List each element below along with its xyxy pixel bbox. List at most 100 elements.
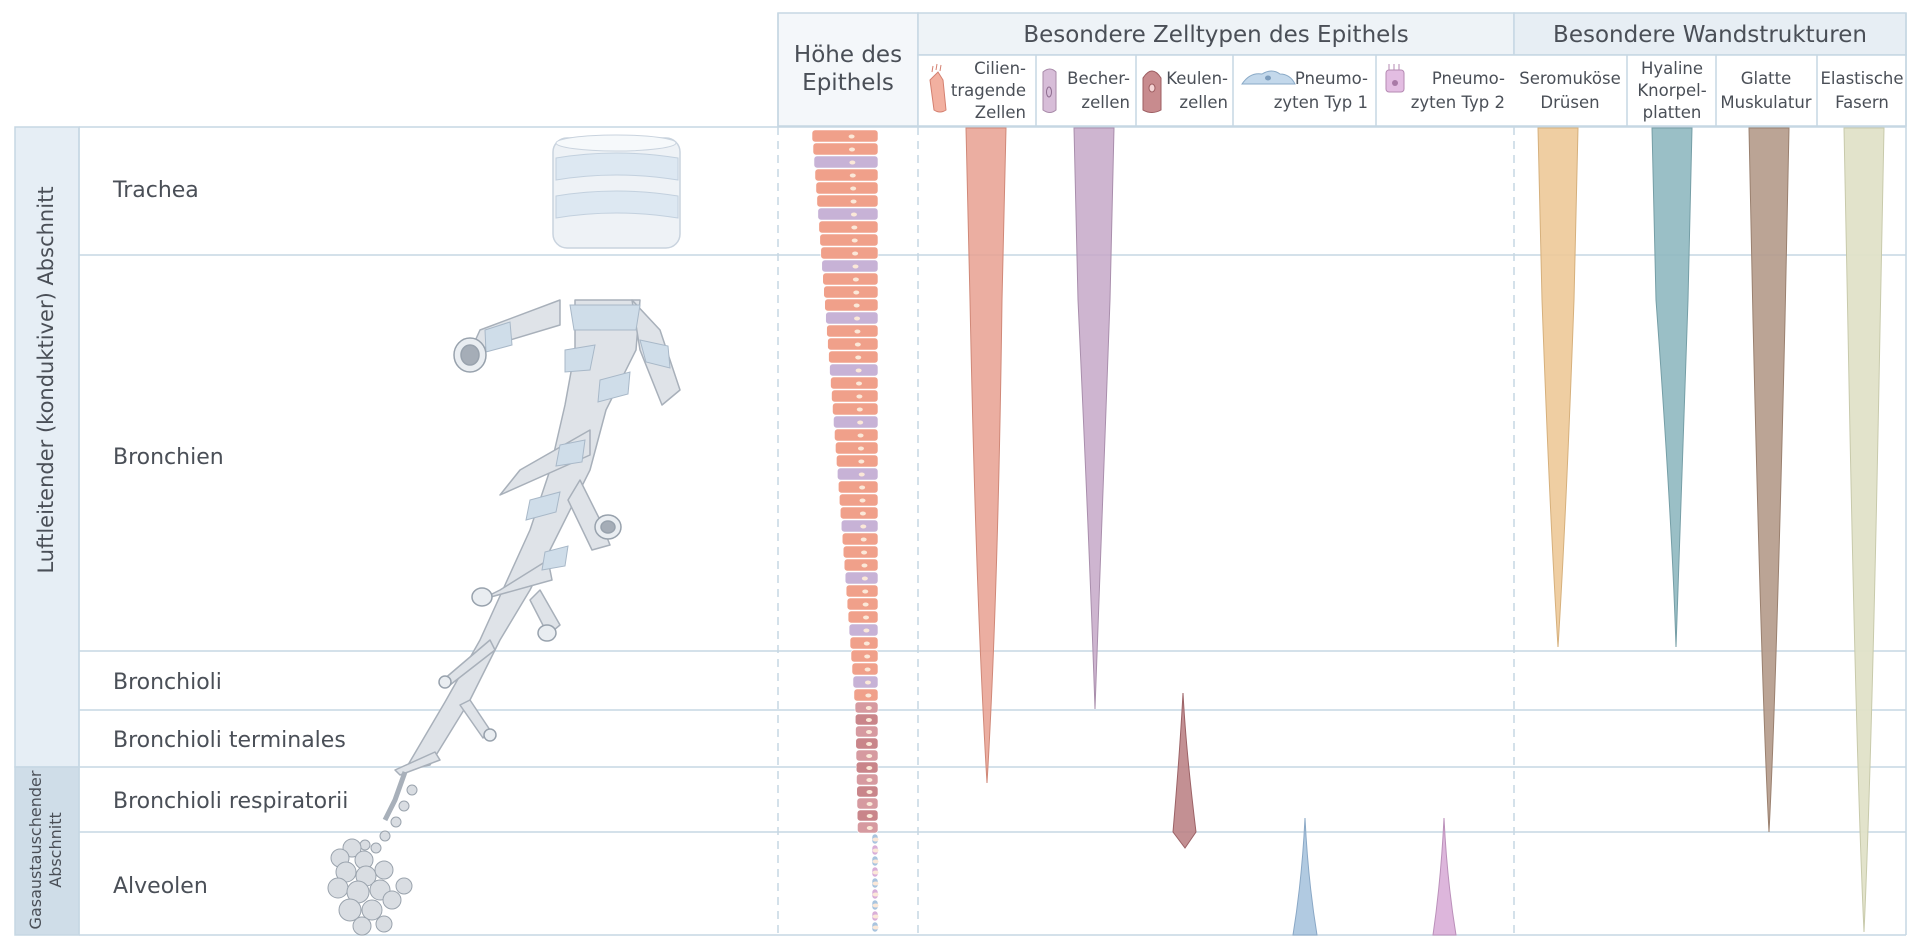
epithelium-cell: [815, 181, 879, 195]
epithelium-cell-nucleus: [860, 524, 867, 529]
epithelium-cell-nucleus: [857, 420, 864, 425]
epithelium-cell-nucleus: [866, 730, 873, 734]
epithelium-cell-nucleus: [864, 680, 871, 685]
conducting-section-label: Luftleitender (konduktiver) Abschnitt: [34, 186, 58, 573]
col-muscle-line2: Muskulatur: [1720, 93, 1811, 112]
column-icons: [929, 63, 1405, 113]
epithelium-cell-nucleus: [849, 160, 856, 165]
gas-exchange-section-label-line2: Abschnitt: [46, 812, 65, 888]
epithelium-cell-nucleus: [861, 576, 868, 581]
epithelium-cell-nucleus: [858, 459, 865, 464]
epithelium-cell-nucleus: [851, 225, 858, 230]
epithelium-cell-nucleus: [849, 173, 856, 178]
epithelium-cell-nucleus: [850, 186, 857, 191]
epithelium-cell-nucleus: [872, 870, 879, 875]
epithelium-cell-nucleus: [872, 903, 879, 908]
epithelium-cell-nucleus: [859, 511, 866, 516]
epithelium-cell: [839, 506, 879, 520]
subheader-separators: [1035, 55, 1818, 126]
row-label-bronchien: Bronchien: [113, 445, 224, 470]
col-elastic-line1: Elastische: [1820, 69, 1903, 88]
epithelium-cell: [813, 155, 879, 169]
col-elastic-line2: Fasern: [1835, 93, 1889, 112]
epithelium-cell-nucleus: [866, 778, 873, 782]
epithelium-cell: [842, 545, 879, 559]
epithelium-cell: [820, 246, 879, 260]
col-cilia-line2: tragende: [951, 81, 1026, 100]
row-label-bronchioli-respiratorii: Bronchioli respiratorii: [113, 789, 348, 814]
epithelium-cell-nucleus: [862, 602, 869, 607]
wedge-smooth-muscle: [1748, 127, 1790, 833]
epithelium-cell: [819, 233, 879, 247]
epithelium-cell: [832, 402, 879, 416]
epithelium-cell-nucleus: [865, 706, 872, 710]
bronchial-cartilage-plates: [484, 304, 671, 571]
epithelium-cell: [812, 142, 879, 156]
col-cilia-line3: Zellen: [975, 103, 1026, 122]
epithelium-cell-nucleus: [866, 766, 873, 770]
epithelium-cell: [834, 428, 879, 442]
bronchial-tree: [394, 299, 681, 776]
epithelium-height-header-line2: Epithels: [802, 70, 894, 96]
row-labels: Trachea Bronchien Bronchioli Bronchioli …: [112, 178, 348, 899]
epithelium-cell-nucleus: [857, 433, 864, 438]
epithelium-cell: [827, 337, 879, 351]
bronchus-openings: [438, 337, 622, 742]
row-label-alveolen: Alveolen: [113, 874, 208, 899]
epithelium-cell-nucleus: [866, 802, 873, 806]
cell-types-header-bg: [917, 12, 1515, 56]
col-muscle-line1: Glatte: [1741, 69, 1792, 88]
epithelium-cell: [823, 285, 879, 299]
epithelium-cell-nucleus: [872, 914, 879, 919]
epithelium-cell-nucleus: [863, 615, 870, 620]
epithelium-cell-nucleus: [866, 742, 873, 746]
epithelium-cell-nucleus: [863, 628, 870, 633]
epithelium-cell-nucleus: [852, 264, 859, 269]
epithelium-cell-nucleus: [872, 848, 879, 853]
epithelium-cell-nucleus: [856, 381, 863, 386]
col-pneumo2-line1: Pneumo-: [1432, 69, 1505, 88]
column-dividers-dashed: [777, 127, 1515, 935]
subheader-row-bg: [917, 54, 1907, 127]
epithelium-cell-nucleus: [855, 368, 862, 373]
epithelium-cell-nucleus: [865, 693, 872, 698]
epithelium-cell-nucleus: [848, 147, 855, 152]
epithelium-cell: [825, 311, 879, 325]
epithelium-cell-nucleus: [852, 251, 859, 256]
row-label-trachea: Trachea: [112, 178, 199, 203]
gas-exchange-section-bar: [14, 766, 80, 936]
epithelium-cell-nucleus: [863, 641, 870, 646]
epithelium-cell: [838, 493, 879, 507]
epithelium-cell-nucleus: [866, 814, 873, 818]
column-labels: Cilien- tragende Zellen Becher- zellen K…: [951, 59, 1904, 122]
epithelium-cell-nucleus: [866, 826, 873, 830]
epithelium-cell-nucleus: [856, 394, 863, 399]
epithelium-cell: [831, 389, 879, 403]
epithelium-cell-nucleus: [855, 355, 862, 360]
col-cartilage-line3: platten: [1643, 103, 1702, 122]
epithelium-cell: [830, 376, 879, 390]
epithelium-height-header-line1: Höhe des: [794, 42, 902, 68]
epithelium-cell-nucleus: [861, 563, 868, 568]
epithelium-cell-nucleus: [853, 290, 860, 295]
epithelium-cell: [814, 168, 879, 182]
epithelium-cell: [847, 610, 879, 624]
wedge-ciliated-cells: [965, 127, 1007, 784]
epithelium-cell: [824, 298, 879, 312]
epithelium-cell-nucleus: [862, 589, 869, 594]
epithelium-cell: [841, 532, 879, 546]
epithelium-cell: [835, 441, 879, 455]
epithelium-height-header-bg: [777, 12, 919, 127]
epithelium-cell-nucleus: [866, 754, 873, 758]
trachea-illustration: [552, 134, 681, 249]
epithelium-cell: [817, 207, 879, 221]
epithelium-cell-bands: [811, 129, 879, 933]
epithelium-cell: [833, 415, 879, 429]
epithelium-cell-nucleus: [865, 718, 872, 722]
wedge-goblet-cells: [1073, 127, 1115, 710]
epithelium-cell-nucleus: [854, 316, 861, 321]
epithelium-cell: [826, 324, 879, 338]
epithelium-cell-nucleus: [872, 859, 879, 864]
col-goblet-line2: zellen: [1081, 93, 1130, 112]
